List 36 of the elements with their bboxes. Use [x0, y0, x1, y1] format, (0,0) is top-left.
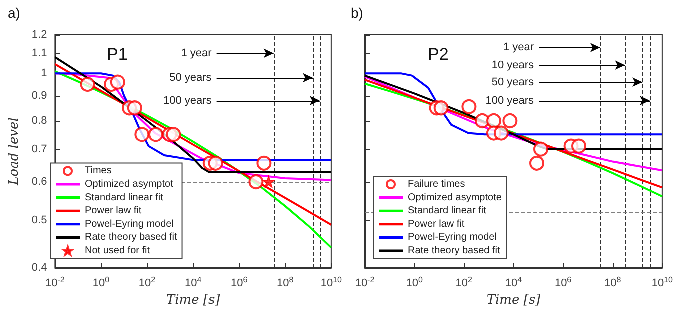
annotation: 100 years	[164, 94, 212, 107]
legend-label: Power law fit	[85, 206, 142, 217]
legend-label: Not used for fit	[85, 246, 150, 256]
y-tick-label: 0.5	[32, 214, 48, 227]
text: P1	[107, 45, 128, 64]
legend-label: Powel-Eyring model	[85, 218, 174, 230]
y-tick-label: 0.9	[32, 90, 48, 102]
legend-label: Optimized asymptot	[85, 179, 174, 190]
text: P2	[428, 45, 449, 64]
legend-label: Power law fit	[408, 218, 465, 230]
y-tick-label: 1.1	[32, 47, 48, 60]
text: b)	[351, 5, 364, 21]
legend-label: Standard linear fit	[408, 206, 487, 217]
y-tick-label: 0.7	[32, 143, 48, 156]
x-axis-title: Time [s]	[486, 292, 542, 308]
legend-label: Powel-Eyring model	[408, 232, 497, 244]
y-tick-label: 0.8	[32, 114, 48, 127]
legend-label: Standard linear fit	[85, 192, 164, 204]
legend-label: Rate theory based fit	[408, 246, 500, 256]
y-tick-label: 1	[41, 68, 48, 80]
y-axis-title: Load level	[7, 118, 22, 186]
text: a)	[8, 5, 20, 21]
annotation: 1 year	[181, 47, 212, 60]
annotation: 10 years	[492, 59, 535, 72]
legend-label: Rate theory based fit	[85, 232, 178, 244]
annotation: 50 years	[170, 72, 212, 84]
y-tick-label: 0.4	[32, 262, 48, 274]
y-tick-label: 0.6	[32, 176, 48, 188]
x-axis-title: Time [s]	[166, 292, 222, 308]
annotation: 50 years	[492, 76, 535, 88]
legend-label: Failure times	[408, 179, 466, 190]
legend-label: Times	[85, 166, 112, 177]
legend-label: Optimized asymptote	[408, 192, 502, 204]
annotation: 100 years	[486, 94, 535, 107]
annotation: 1 year	[503, 42, 534, 54]
y-tick-label: 1.2	[32, 29, 48, 41]
